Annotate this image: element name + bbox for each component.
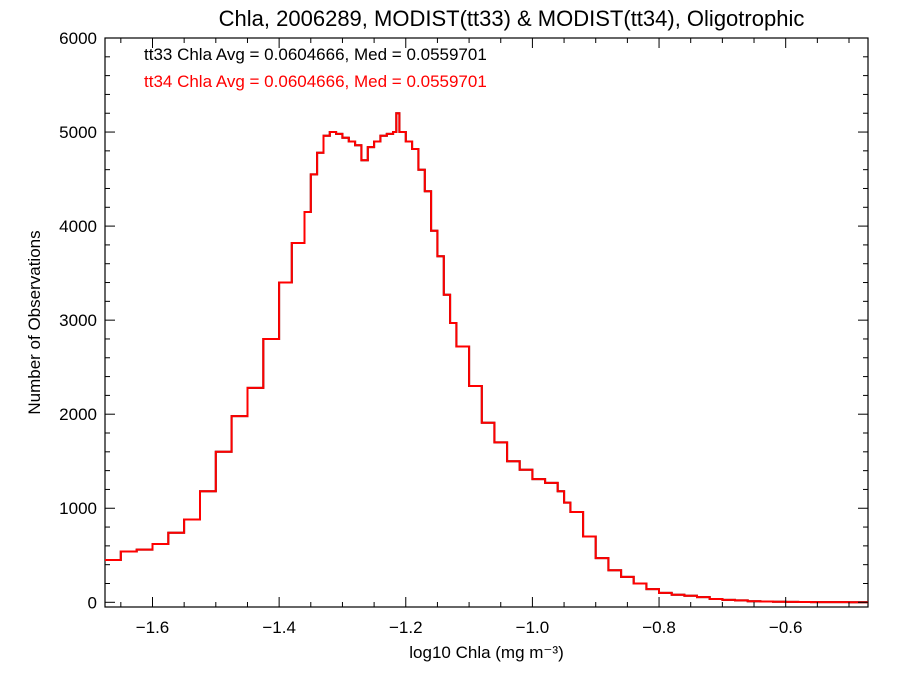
x-tick-label: −1.6 <box>136 618 170 637</box>
x-tick-label: −1.4 <box>262 618 296 637</box>
y-axis-label: Number of Observations <box>25 230 44 414</box>
y-tick-label: 5000 <box>59 123 97 142</box>
plot-frame <box>104 37 869 608</box>
annotation-tt33: tt33 Chla Avg = 0.0604666, Med = 0.05597… <box>144 45 487 64</box>
y-tick-label: 1000 <box>59 499 97 518</box>
y-tick-label: 3000 <box>59 311 97 330</box>
y-tick-label: 0 <box>88 593 97 612</box>
y-tick-label: 6000 <box>59 29 97 48</box>
x-tick-label: −0.6 <box>769 618 803 637</box>
y-tick-label: 4000 <box>59 217 97 236</box>
chart-title: Chla, 2006289, MODIST(tt33) & MODIST(tt3… <box>219 6 805 31</box>
series-tt34-line <box>105 112 868 604</box>
x-tick-label: −1.2 <box>389 618 423 637</box>
x-tick-label: −1.0 <box>516 618 550 637</box>
x-axis-label: log10 Chla (mg m⁻³) <box>409 643 563 662</box>
annotation-tt34: tt34 Chla Avg = 0.0604666, Med = 0.05597… <box>144 72 487 91</box>
series-tt33-line <box>105 112 868 604</box>
y-tick-label: 2000 <box>59 405 97 424</box>
x-tick-label: −0.8 <box>642 618 676 637</box>
